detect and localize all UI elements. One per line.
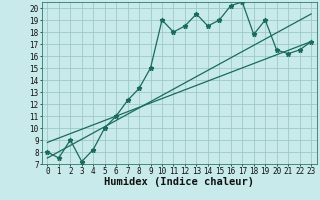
X-axis label: Humidex (Indice chaleur): Humidex (Indice chaleur) bbox=[104, 177, 254, 187]
